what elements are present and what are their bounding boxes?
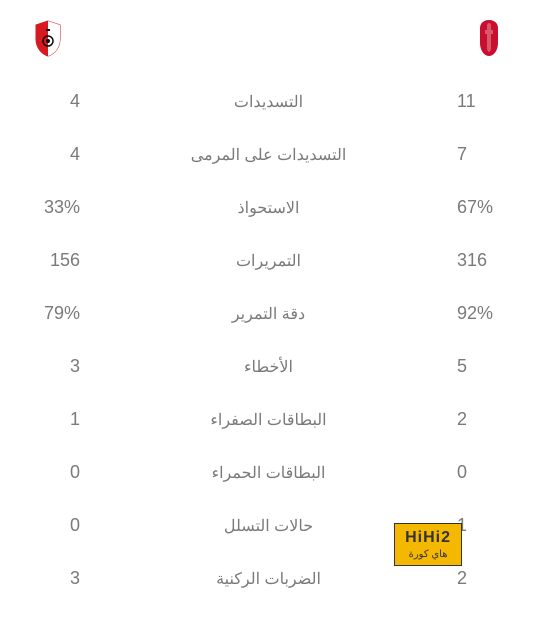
stats-row: 92%دقة التمرير79% bbox=[30, 303, 507, 324]
away-stat-value: 79% bbox=[30, 303, 80, 324]
stats-row: 67%الاستحواذ33% bbox=[30, 197, 507, 218]
away-stat-value: 0 bbox=[30, 515, 80, 536]
stat-label: البطاقات الحمراء bbox=[80, 463, 457, 483]
away-stat-value: 4 bbox=[30, 91, 80, 112]
stat-label: التمريرات bbox=[80, 251, 457, 271]
stats-list: 11التسديدات47التسديدات على المرمى467%الا… bbox=[30, 91, 507, 589]
home-team-logo bbox=[471, 20, 507, 56]
away-stat-value: 3 bbox=[30, 356, 80, 377]
home-stat-value: 1 bbox=[457, 515, 507, 536]
stat-label: دقة التمرير bbox=[80, 304, 457, 324]
watermark-subtitle: هاي كورة bbox=[405, 549, 451, 560]
stats-row: 5الأخطاء3 bbox=[30, 356, 507, 377]
stat-label: الضربات الركنية bbox=[80, 569, 457, 589]
stats-row: 7التسديدات على المرمى4 bbox=[30, 144, 507, 165]
stat-label: التسديدات bbox=[80, 92, 457, 112]
stat-label: الاستحواذ bbox=[80, 198, 457, 218]
home-stat-value: 92% bbox=[457, 303, 507, 324]
stats-row: 2الضربات الركنية3 bbox=[30, 568, 507, 589]
home-stat-value: 11 bbox=[457, 91, 507, 112]
home-stat-value: 7 bbox=[457, 144, 507, 165]
away-team-logo bbox=[30, 20, 66, 56]
teams-header bbox=[30, 20, 507, 56]
home-stat-value: 316 bbox=[457, 250, 507, 271]
stat-label: الأخطاء bbox=[80, 357, 457, 377]
home-stat-value: 2 bbox=[457, 568, 507, 589]
away-stat-value: 156 bbox=[30, 250, 80, 271]
stats-row: 0البطاقات الحمراء0 bbox=[30, 462, 507, 483]
away-stat-value: 1 bbox=[30, 409, 80, 430]
stats-row: 316التمريرات156 bbox=[30, 250, 507, 271]
stat-label: التسديدات على المرمى bbox=[80, 145, 457, 165]
home-stat-value: 67% bbox=[457, 197, 507, 218]
watermark-title: HiHi2 bbox=[405, 529, 451, 547]
home-stat-value: 0 bbox=[457, 462, 507, 483]
stats-row: 11التسديدات4 bbox=[30, 91, 507, 112]
watermark-badge: HiHi2 هاي كورة bbox=[394, 523, 462, 566]
away-stat-value: 33% bbox=[30, 197, 80, 218]
away-stat-value: 3 bbox=[30, 568, 80, 589]
away-stat-value: 4 bbox=[30, 144, 80, 165]
home-stat-value: 2 bbox=[457, 409, 507, 430]
away-stat-value: 0 bbox=[30, 462, 80, 483]
stats-row: 2البطاقات الصفراء1 bbox=[30, 409, 507, 430]
home-stat-value: 5 bbox=[457, 356, 507, 377]
stat-label: البطاقات الصفراء bbox=[80, 410, 457, 430]
